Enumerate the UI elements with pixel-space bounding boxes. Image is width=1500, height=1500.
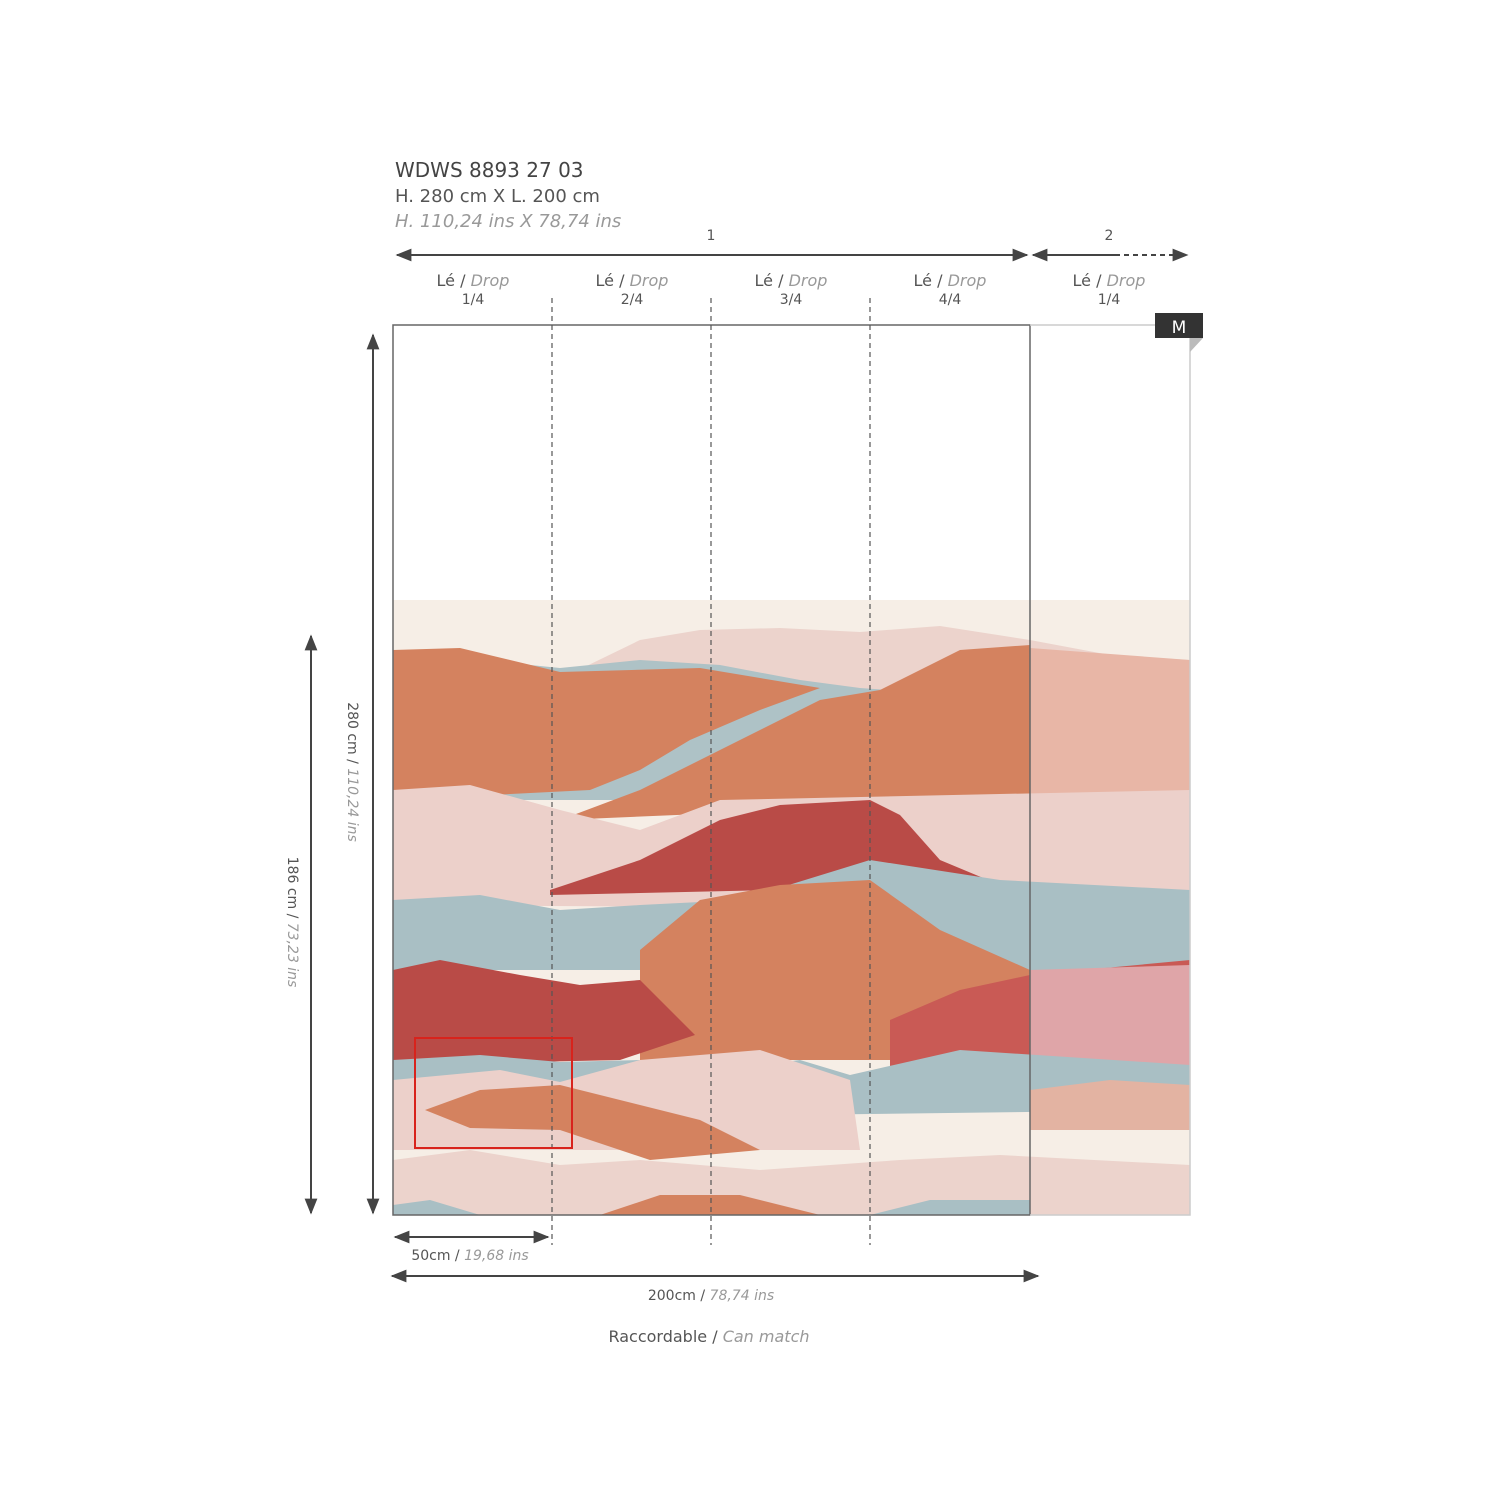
size-cm: H. 280 cm X L. 200 cm bbox=[395, 186, 600, 207]
height-pattern: 186 cm / 73,23 ins bbox=[284, 857, 300, 988]
drop-index: 2/4 bbox=[621, 292, 644, 308]
code: WDWS 8893 27 03 bbox=[395, 158, 584, 182]
drop-index: 4/4 bbox=[939, 292, 962, 308]
badge-label: M bbox=[1172, 318, 1187, 338]
drop-en: Drop bbox=[789, 271, 828, 290]
drop-en: Drop bbox=[1107, 271, 1146, 290]
drop-labels: Lé / Drop 1/4 Lé / Drop 2/4 Lé / Drop 3/4 Lé /… bbox=[437, 271, 1146, 308]
drop-label: Lé / Drop bbox=[914, 271, 987, 290]
drop-le: Lé / bbox=[596, 271, 626, 290]
drop-index: 1/4 bbox=[462, 292, 485, 308]
size-ins: H. 110,24 ins X 78,74 ins bbox=[395, 211, 621, 232]
drop-index: 3/4 bbox=[780, 292, 803, 308]
panel-label: 2 bbox=[1105, 228, 1114, 244]
match: Raccordable / Can match bbox=[608, 1327, 809, 1346]
drop-label: Lé / Drop bbox=[1073, 271, 1146, 290]
repeat-box bbox=[414, 1037, 573, 1149]
panel-label: 1 bbox=[707, 228, 716, 244]
drop-le: Lé / bbox=[755, 271, 785, 290]
drop-en: Drop bbox=[948, 271, 987, 290]
height-total: 280 cm / 110,24 ins bbox=[344, 702, 360, 842]
header: WDWS 8893 27 03 H. 280 cm X L. 200 cm H.… bbox=[395, 158, 621, 232]
drop-lines bbox=[551, 298, 871, 1245]
artwork bbox=[393, 600, 1190, 1215]
width-total: 200cm / 78,74 ins bbox=[648, 1288, 774, 1304]
width-drop: 50cm / 19,68 ins bbox=[411, 1248, 528, 1264]
drop-en: Drop bbox=[471, 271, 510, 290]
drop-en: Drop bbox=[630, 271, 669, 290]
drop-le: Lé / bbox=[914, 271, 944, 290]
drop-label: Lé / Drop bbox=[755, 271, 828, 290]
drop-le: Lé / bbox=[437, 271, 467, 290]
drop-index: 1/4 bbox=[1098, 292, 1121, 308]
next-drop-frame bbox=[1030, 324, 1191, 1216]
drop-le: Lé / bbox=[1073, 271, 1103, 290]
badge bbox=[1155, 313, 1203, 338]
drop-label: Lé / Drop bbox=[437, 271, 510, 290]
drop-label: Lé / Drop bbox=[596, 271, 669, 290]
